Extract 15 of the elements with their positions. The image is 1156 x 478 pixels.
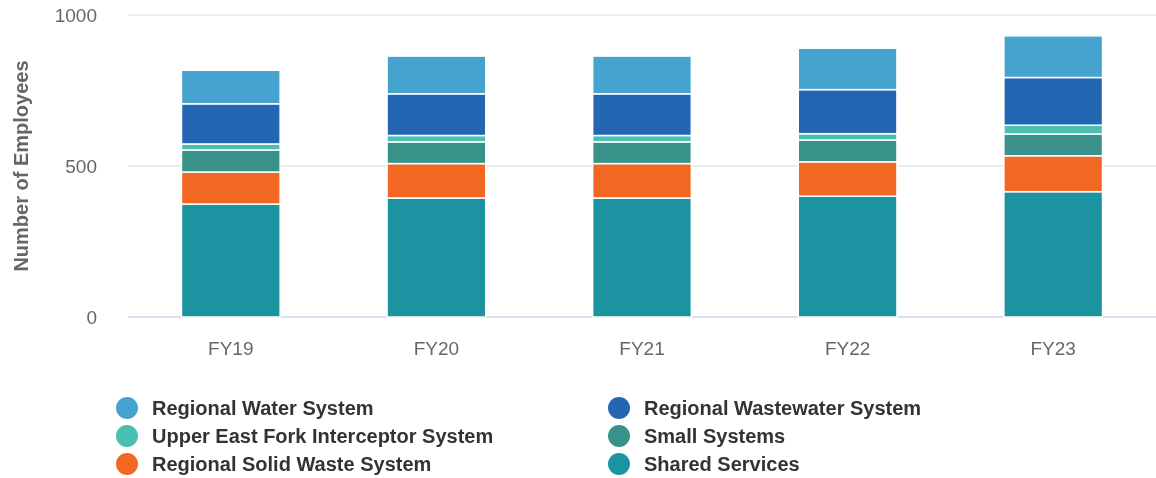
x-tick-label: FY22 [824, 338, 871, 359]
legend-label: Upper East Fork Interceptor System [152, 425, 494, 447]
legend-label: Regional Water System [152, 397, 374, 419]
legend-label: Regional Solid Waste System [152, 453, 432, 475]
legend-label: Regional Wastewater System [644, 397, 922, 419]
legend-label: Shared Services [644, 453, 800, 475]
x-tick-label: FY19 [208, 338, 254, 359]
y-tick-label: 1000 [54, 4, 97, 26]
legend-label: Small Systems [644, 425, 786, 447]
x-tick-label: FY21 [619, 338, 665, 359]
y-axis-title: Number of Employees [10, 60, 32, 272]
y-tick-label: 500 [65, 155, 97, 177]
x-tick-label: FY20 [413, 338, 460, 359]
x-tick-label: FY23 [1030, 338, 1076, 359]
y-tick-label: 0 [86, 306, 97, 328]
